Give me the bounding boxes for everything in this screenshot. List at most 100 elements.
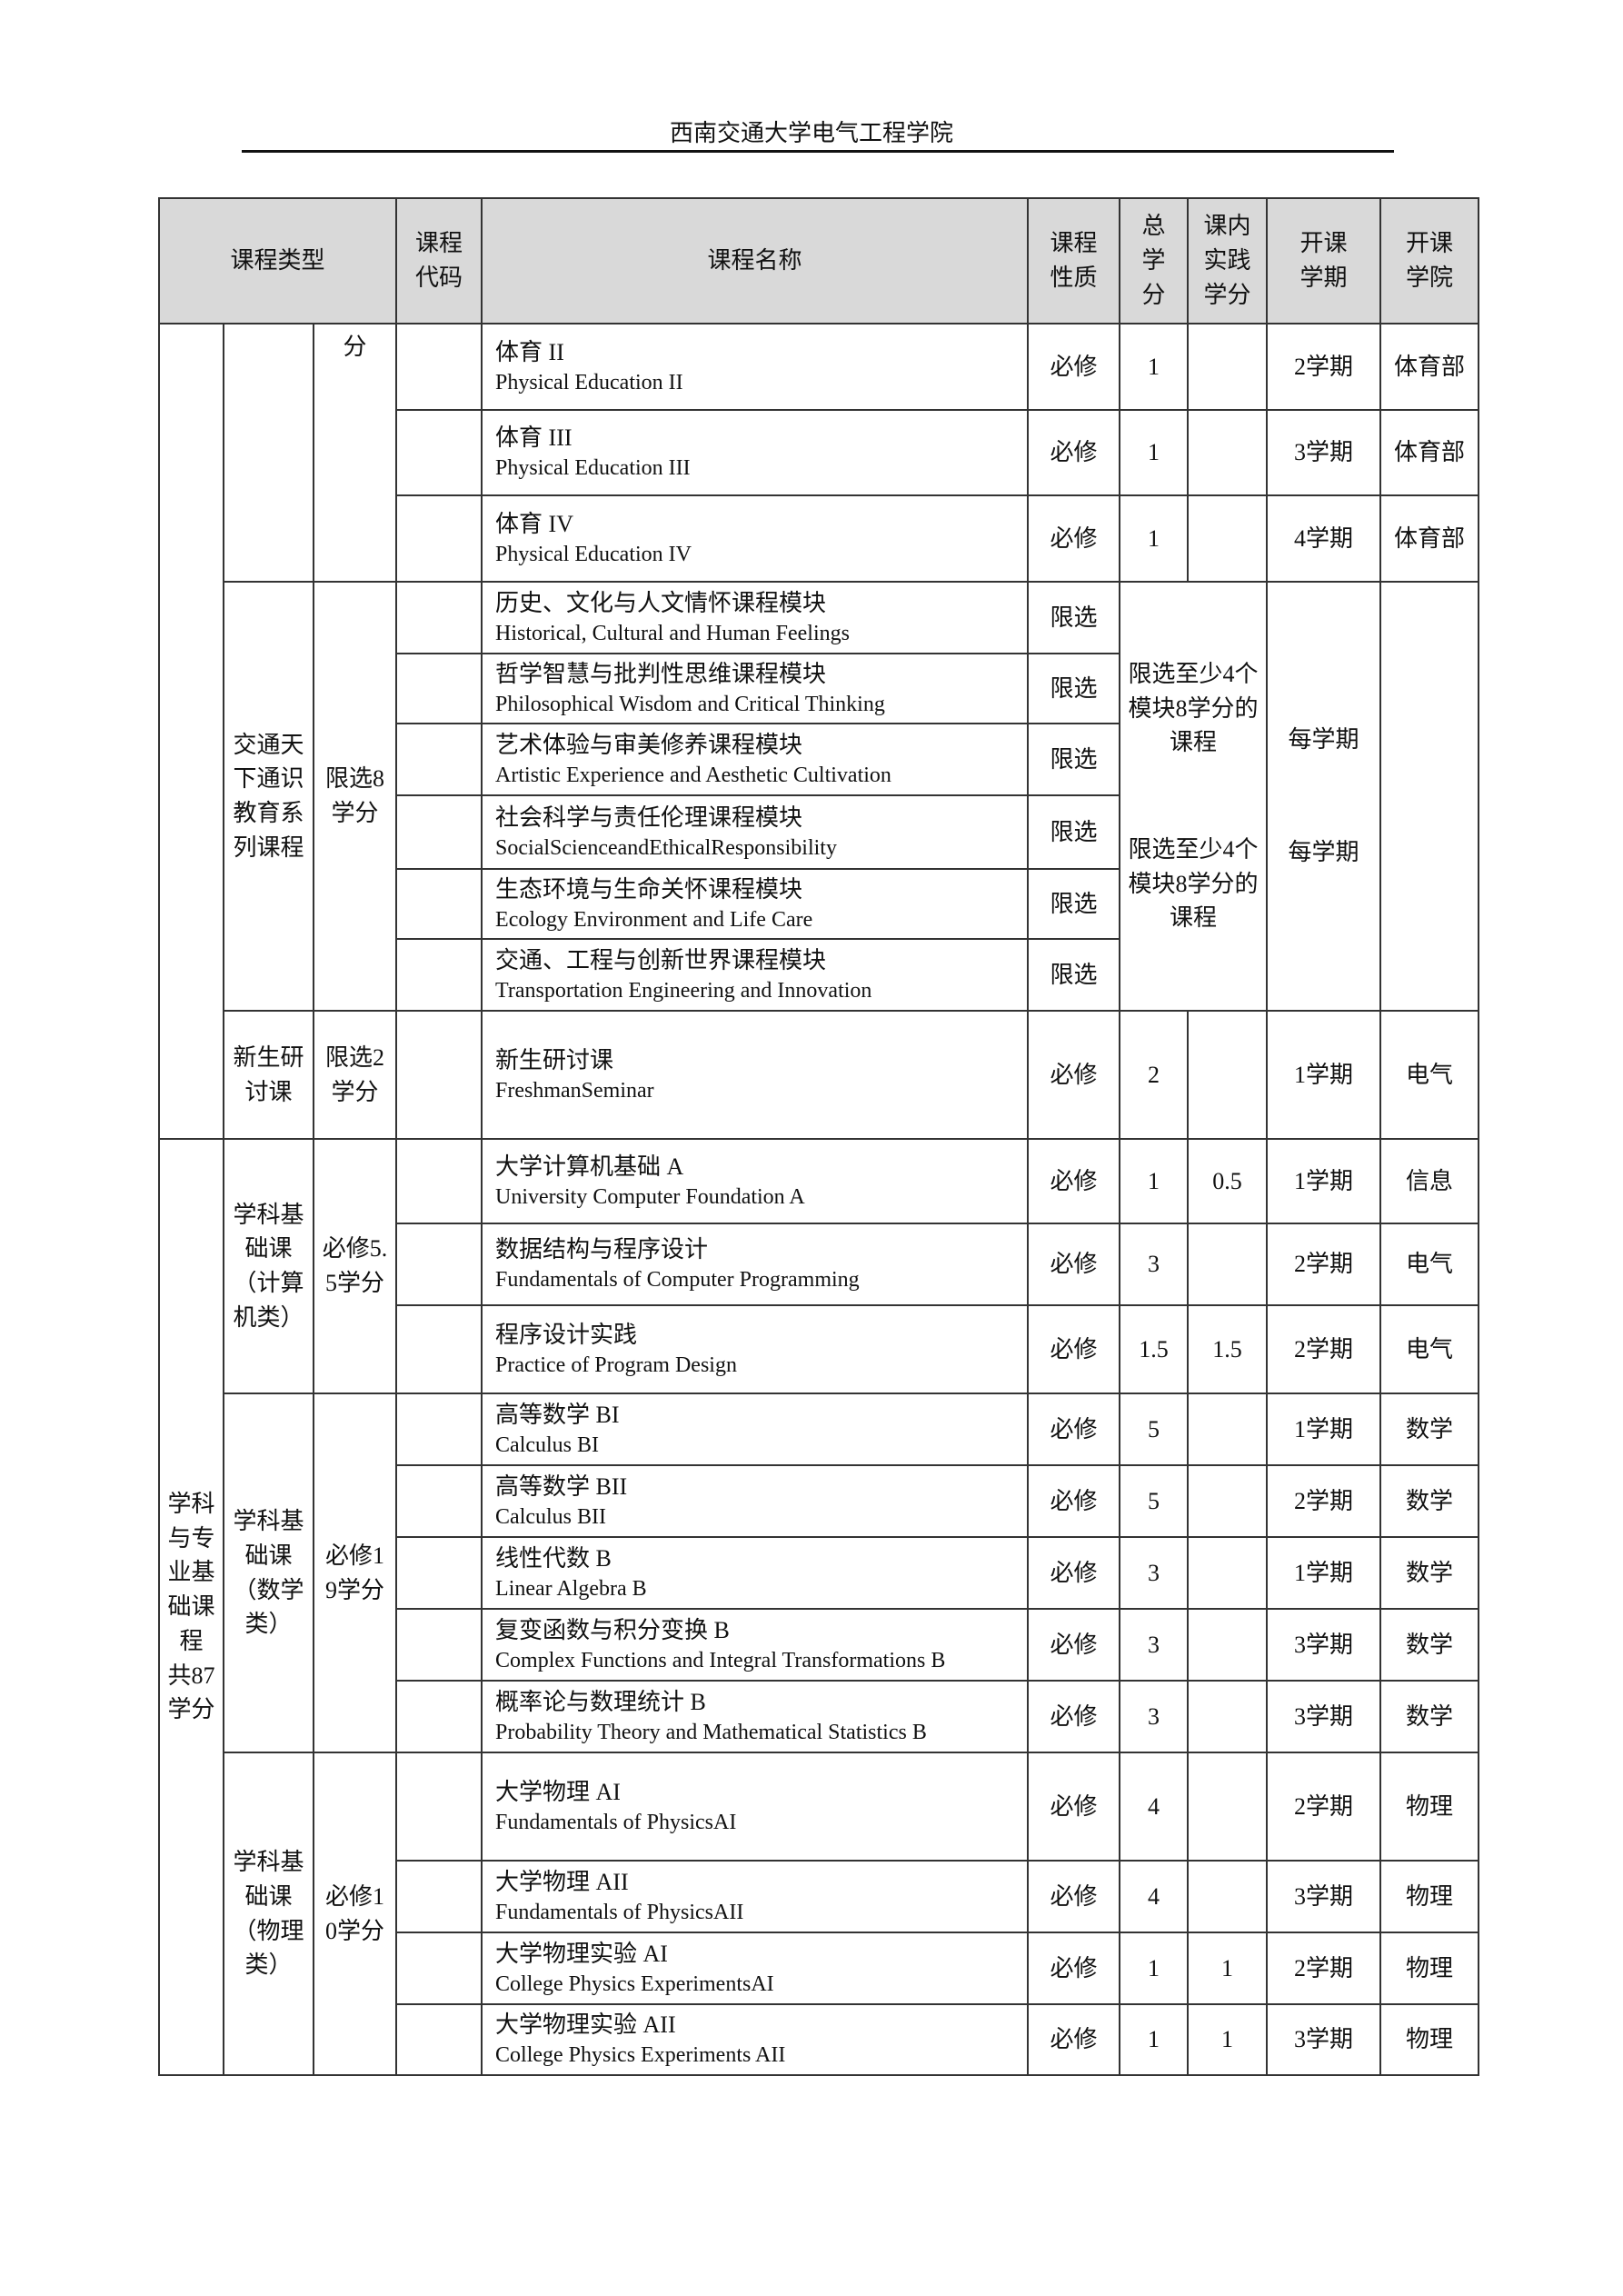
course-nature-cell: 必修 [1027,1304,1121,1394]
table-row: 程序设计实践 Practice of Program Design 必修 1.5 1.5… [159,1304,1480,1394]
course-name-en: Fundamentals of PhysicsAI [495,1810,737,1834]
college-cell: 物理 [1379,1752,1480,1862]
course-name-cn: 艺术体验与审美修养课程模块 [495,731,803,758]
table-row: 体育 III Physical Education III 必修 1 3学期 体育部 [159,409,1480,496]
spacer [1128,760,1259,833]
course-name-cell: 生态环境与生命关怀课程模块 Ecology Environment and Lif… [481,868,1030,940]
module-credit-note: 限选至少4个模块8学分的课程 [1128,836,1259,932]
table-row: 交通、工程与创新世界课程模块 Transportation Engineering… [159,938,1479,1012]
total-credits-cell: 3 [1119,1223,1190,1306]
course-nature-cell: 限选 [1027,868,1121,940]
course-nature-cell: 限选 [1027,581,1121,654]
course-nature-cell: 必修 [1027,2003,1121,2076]
college-cell: 数学 [1379,1536,1480,1610]
course-name-cell: 体育 IV Physical Education IV [481,494,1030,583]
course-name-cell: 概率论与数理统计 B Probability Theory and Mathema… [481,1680,1030,1753]
course-name-en: University Computer Foundation A [495,1184,805,1209]
course-code-cell [395,1223,483,1306]
course-code-cell [395,723,483,796]
course-nature-cell: 必修 [1027,1393,1121,1466]
course-code-cell [395,1680,483,1753]
course-name-cn: 数据结构与程序设计 [495,1236,709,1263]
table-row: 数据结构与程序设计 Fundamentals of Computer Progra… [159,1223,1480,1306]
course-name-en: Historical, Cultural and Human Feelings [495,621,850,645]
course-name-en: College Physics ExperimentsAI [495,1972,774,1996]
table-row: 交通天下通识教育系列课程 限选8学分 历史、文化与人文情怀课程模块 Historica… [159,581,1480,1012]
practice-credits-cell [1187,1860,1269,1933]
course-code-cell [395,1393,483,1466]
total-credits-cell: 1.5 [1119,1304,1190,1394]
table-row: 哲学智慧与批判性思维课程模块 Philosophical Wisdom and C… [159,653,1479,724]
course-nature-cell: 限选 [1027,653,1121,724]
semester-cell: 3学期 [1266,2003,1382,2076]
course-nature-cell: 必修 [1027,323,1121,411]
spacer [1273,757,1374,835]
table-row: 社会科学与责任伦理课程模块 SocialScienceandEthicalResp… [159,794,1479,870]
course-name-cell: 社会科学与责任伦理课程模块 SocialScienceandEthicalResp… [481,794,1030,870]
course-category-level2: 学科基础课（数学类） [223,1393,314,1753]
table-row: 大学物理实验 AII College Physics Experiments AI… [159,2003,1480,2076]
course-name-cell: 大学物理 AII Fundamentals of PhysicsAII [481,1860,1030,1933]
course-code-cell [395,1138,483,1224]
college-cell: 信息 [1379,1138,1480,1224]
total-credits-cell: 1 [1119,2003,1190,2076]
course-name-en: Artistic Experience and Aesthetic Cultiv… [495,763,891,787]
semester-cell: 1学期 [1266,1536,1382,1610]
college-cell: 数学 [1379,1464,1480,1538]
practice-credits-cell [1187,1393,1269,1466]
college-cell: 体育部 [1379,494,1480,583]
semester-cell: 2学期 [1266,1932,1382,2005]
course-nature-cell: 限选 [1027,938,1121,1012]
total-credits-cell: 4 [1119,1752,1190,1862]
table-row: 线性代数 B Linear Algebra B 必修 3 1学期 数学 [159,1536,1480,1610]
course-name-cn: 高等数学 BII [495,1472,628,1500]
course-category-credit-requirement: 必修5.5学分 [312,1138,398,1394]
col-header-course-name: 课程名称 [481,197,1030,324]
semester-cell: 3学期 [1266,1608,1382,1682]
course-code-cell [395,323,483,411]
table-row: 新生研讨课 限选2学分 新生研讨课 FreshmanSeminar 必修 2 1学期 电气 [159,1010,1480,1140]
course-name-cell: 大学物理 AI Fundamentals of PhysicsAI [481,1752,1030,1862]
course-name-cn: 社会科学与责任伦理课程模块 [495,804,803,831]
course-name-en: Physical Education IV [495,542,692,566]
table-row: 分体育 II Physical Education II 必修 1 2学期 体育部 [158,323,1480,1140]
course-category-level2: 新生研讨课 [223,1010,314,1140]
course-code-cell [395,1536,483,1610]
college-cell: 物理 [1379,1860,1480,1933]
course-code-cell [395,794,483,870]
col-header-college: 开课 学院 [1379,197,1480,324]
total-credits-cell: 1 [1119,323,1190,411]
course-name-cn: 高等数学 BI [495,1401,620,1428]
course-category-level2 [223,323,314,583]
course-nature-cell: 必修 [1027,1138,1121,1224]
course-nature-cell: 必修 [1027,1860,1121,1933]
college-cell: 数学 [1379,1680,1480,1753]
course-name-en: Complex Functions and Integral Transform… [495,1648,946,1672]
curriculum-table: 课程类型 课程 代码 课程名称 课程 性质 总 学 分 课内 实践 学分 开课 … [157,197,1480,2076]
college-cell: 物理 [1379,1932,1480,2005]
course-category-credit-requirement: 必修19学分 [312,1393,398,1753]
col-header-total-credits: 总 学 分 [1119,197,1190,324]
course-name-cell: 新生研讨课 FreshmanSeminar [481,1010,1030,1140]
course-nature-cell: 必修 [1027,494,1121,583]
college-cell: 电气 [1379,1223,1480,1306]
course-name-en: SocialScienceandEthicalResponsibility [495,835,837,860]
table-row: 复变函数与积分变换 B Complex Functions and Integra… [159,1608,1480,1682]
course-code-cell [395,2003,483,2076]
course-name-en: Calculus BII [495,1504,607,1529]
module-semester: 每学期 [1288,726,1359,754]
col-header-semester: 开课 学期 [1266,197,1382,324]
course-nature-cell: 必修 [1027,1932,1121,2005]
document-header-title: 西南交通大学电气工程学院 [669,120,953,146]
module-credit-note: 限选至少4个模块8学分的课程 [1128,660,1259,756]
college-cell: 数学 [1379,1608,1480,1682]
course-name-cn: 大学物理实验 AI [495,1940,668,1967]
course-nature-cell: 必修 [1027,1223,1121,1306]
semester-cell: 2学期 [1266,1752,1382,1862]
course-nature-cell: 必修 [1027,409,1121,496]
module-semester: 每学期 [1288,839,1359,865]
module-credit-note-cell: 限选至少4个模块8学分的课程 限选至少4个模块8学分的课程 [1119,581,1269,1012]
table-row: 大学物理实验 AI College Physics ExperimentsAI 必修… [159,1932,1480,2005]
course-code-cell [395,653,483,724]
col-header-course-code: 课程 代码 [395,197,483,324]
